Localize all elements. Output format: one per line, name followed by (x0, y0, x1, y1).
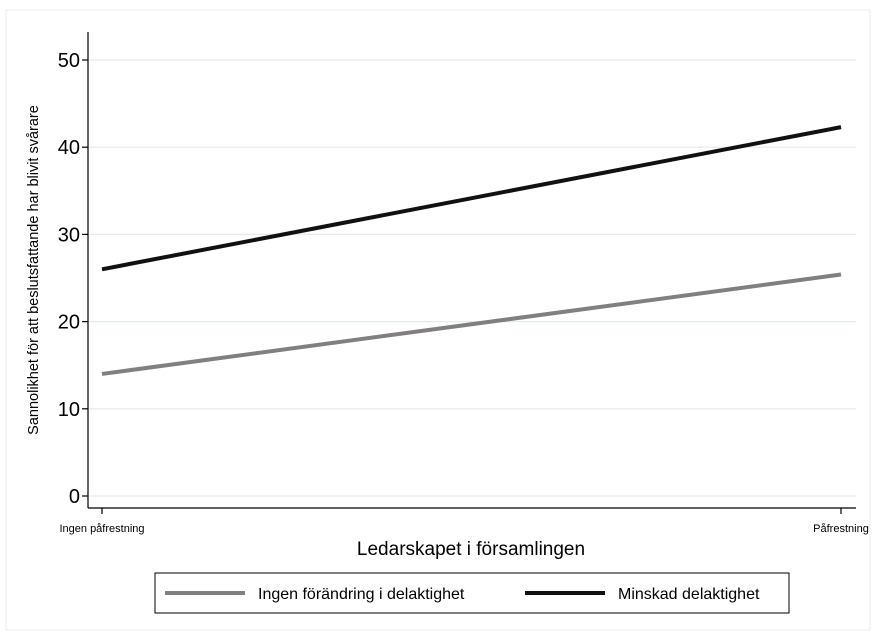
y-tick-label-20: 20 (58, 312, 80, 334)
y-tick-label-0: 0 (69, 486, 80, 508)
y-axis-label: Sannolikhet för att beslutsfattande har … (26, 105, 42, 435)
series-line-0 (101, 272, 842, 376)
legend: Ingen förändring i delaktighet Minskad d… (154, 572, 790, 614)
x-axis-label: Ledarskapet i församlingen (357, 539, 585, 560)
legend-box (154, 572, 790, 614)
legend-label-ingen-forandring: Ingen förändring i delaktighet (258, 586, 465, 603)
y-tick-label-10: 10 (58, 399, 80, 421)
legend-label-minskad: Minskad delaktighet (618, 586, 760, 603)
y-tick-label-30: 30 (58, 224, 80, 246)
x-tick-label-1: Påfrestning (813, 523, 869, 535)
y-tick-label-40: 40 (58, 137, 80, 159)
y-tick-label-50: 50 (58, 50, 80, 72)
x-tick-label-0: Ingen påfrestning (59, 523, 144, 535)
figure-frame (5, 9, 871, 631)
series-line-1 (101, 125, 842, 272)
